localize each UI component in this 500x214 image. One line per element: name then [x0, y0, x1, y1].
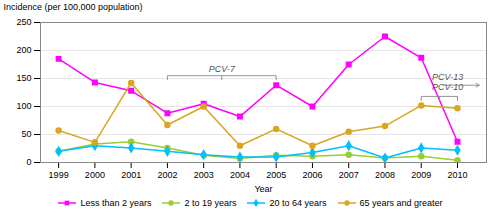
svg-text:200: 200: [16, 45, 31, 55]
svg-text:1999: 1999: [49, 170, 69, 180]
svg-text:0: 0: [26, 157, 31, 167]
svg-text:Year: Year: [254, 184, 272, 194]
html-text:Less than 2 years: Less than 2 years: [80, 198, 152, 208]
svg-text:2005: 2005: [266, 170, 286, 180]
svg-text:PCV-7: PCV-7: [209, 64, 236, 74]
svg-text:2010: 2010: [447, 170, 467, 180]
svg-text:2002: 2002: [157, 170, 177, 180]
svg-text:2009: 2009: [411, 170, 431, 180]
html-text:65 years and greater: 65 years and greater: [359, 198, 443, 208]
svg-text:2007: 2007: [339, 170, 359, 180]
svg-text:2004: 2004: [230, 170, 250, 180]
svg-text:2001: 2001: [121, 170, 141, 180]
html-text:20 to 64 years: 20 to 64 years: [269, 198, 327, 208]
svg-text:PCV-10: PCV-10: [432, 82, 463, 92]
svg-text:50: 50: [21, 129, 31, 139]
svg-text:2006: 2006: [302, 170, 322, 180]
html-text:2 to 19 years: 2 to 19 years: [184, 198, 237, 208]
svg-text:250: 250: [16, 17, 31, 27]
svg-text:2003: 2003: [194, 170, 214, 180]
svg-text:Incidence (per 100,000 populat: Incidence (per 100,000 population): [4, 2, 143, 12]
svg-text:100: 100: [16, 101, 31, 111]
svg-text:150: 150: [16, 73, 31, 83]
svg-text:2000: 2000: [85, 170, 105, 180]
svg-text:2008: 2008: [375, 170, 395, 180]
svg-text:PCV-13: PCV-13: [432, 72, 463, 82]
